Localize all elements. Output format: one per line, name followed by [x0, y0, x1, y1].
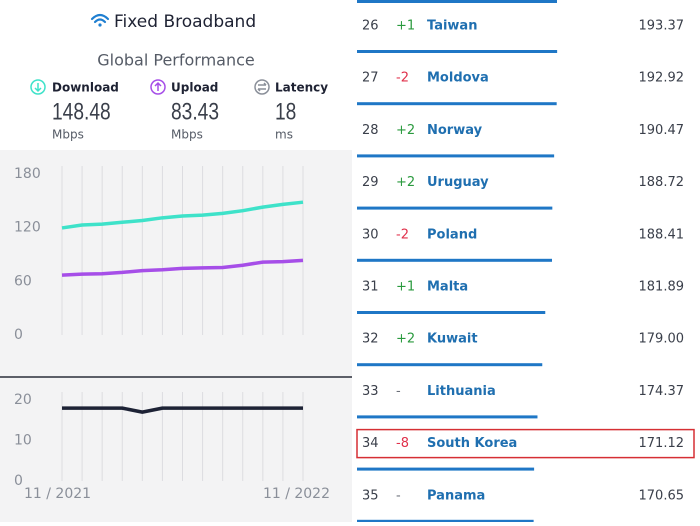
download-icon [30, 79, 46, 95]
country: Norway [427, 123, 483, 138]
charts: 0 60 120 180 0 10 20 11 / 2021 11 / 2022 [14, 166, 330, 502]
y-tick-label: 0 [14, 473, 23, 489]
rank-change: +2 [396, 332, 415, 347]
country: Malta [427, 280, 468, 295]
highlight-box [356, 428, 695, 459]
speed-bar [357, 519, 534, 523]
speed-bar [357, 467, 535, 471]
rank: 35 [362, 488, 379, 503]
speed: 192.92 [639, 71, 685, 86]
y-tick-label: 20 [14, 392, 32, 408]
series-line [62, 406, 303, 414]
country: Panama [427, 488, 485, 503]
rank: 30 [362, 227, 379, 242]
rank: 27 [362, 71, 379, 86]
country: Taiwan [427, 19, 477, 34]
latency-icon [254, 79, 270, 95]
speed: 170.65 [639, 488, 685, 503]
stat-value: 83.43 [171, 97, 219, 125]
rank-change: +1 [396, 19, 415, 34]
speed: 181.89 [639, 280, 685, 295]
rank: 34 [362, 436, 379, 451]
speed-bar [357, 206, 553, 210]
x-tick-label: 11 / 2021 [24, 486, 91, 502]
speed: 190.47 [639, 123, 685, 138]
speed: 174.37 [639, 384, 685, 399]
speed-bar [357, 50, 558, 53]
stat-value: 148.48 [52, 97, 111, 125]
speed-bar [357, 102, 557, 106]
speed: 188.72 [639, 175, 685, 190]
speed-bar [357, 363, 543, 367]
upload-icon [150, 79, 166, 95]
rank-change: - [396, 384, 401, 399]
country: South Korea [427, 436, 517, 451]
stat-unit: Mbps [171, 128, 203, 142]
rank-change: -8 [396, 436, 409, 451]
rank: 32 [362, 332, 379, 347]
country: Uruguay [427, 175, 489, 190]
wifi-icon [90, 13, 110, 27]
row-bar-previous [357, 0, 557, 3]
rank: 31 [362, 280, 379, 295]
y-tick-label: 120 [14, 220, 41, 236]
speed-bar [357, 154, 555, 158]
rank: 33 [362, 384, 379, 399]
stat-label: Latency [275, 81, 328, 95]
rank-change: - [396, 488, 401, 503]
x-tick-label: 11 / 2022 [263, 486, 330, 502]
y-tick-label: 60 [14, 273, 32, 289]
rank-change: +2 [396, 175, 415, 190]
country: Kuwait [427, 332, 478, 347]
chart-area [0, 150, 352, 522]
country: Moldova [427, 71, 489, 86]
series-line [61, 258, 304, 277]
speed-bar [357, 311, 546, 314]
rank-change: -2 [396, 227, 409, 242]
ranking: 26 +1 Taiwan 193.37 27 -2 Moldova 192.92 28 +2 Nor… [356, 0, 695, 523]
subtitle: Global Performance [97, 51, 255, 70]
country: Lithuania [427, 384, 496, 399]
speed-bar [357, 415, 538, 419]
speed-bar [357, 258, 553, 262]
stat-unit: ms [275, 128, 293, 142]
rank: 26 [362, 19, 379, 34]
stat-unit: Mbps [52, 128, 84, 142]
y-tick-label: 0 [14, 327, 23, 343]
rank: 29 [362, 175, 379, 190]
stat-label: Download [52, 81, 119, 95]
stat-value: 18 [275, 97, 296, 125]
rank-change: +1 [396, 280, 415, 295]
stats: Download 148.48 Mbps Upload 83.43 Mbps Latency… [52, 81, 328, 142]
speed: 188.41 [639, 227, 685, 242]
rank-change: +2 [396, 123, 415, 138]
series-line [61, 200, 304, 230]
y-tick-label: 10 [14, 433, 32, 449]
title: Fixed Broadband [114, 12, 256, 32]
speed: 179.00 [639, 332, 685, 347]
speed: 193.37 [639, 19, 685, 34]
rank: 28 [362, 123, 379, 138]
stat-label: Upload [171, 81, 218, 95]
country: Poland [427, 227, 477, 242]
y-tick-label: 180 [14, 166, 41, 182]
rank-change: -2 [396, 71, 409, 86]
speed: 171.12 [639, 436, 685, 451]
